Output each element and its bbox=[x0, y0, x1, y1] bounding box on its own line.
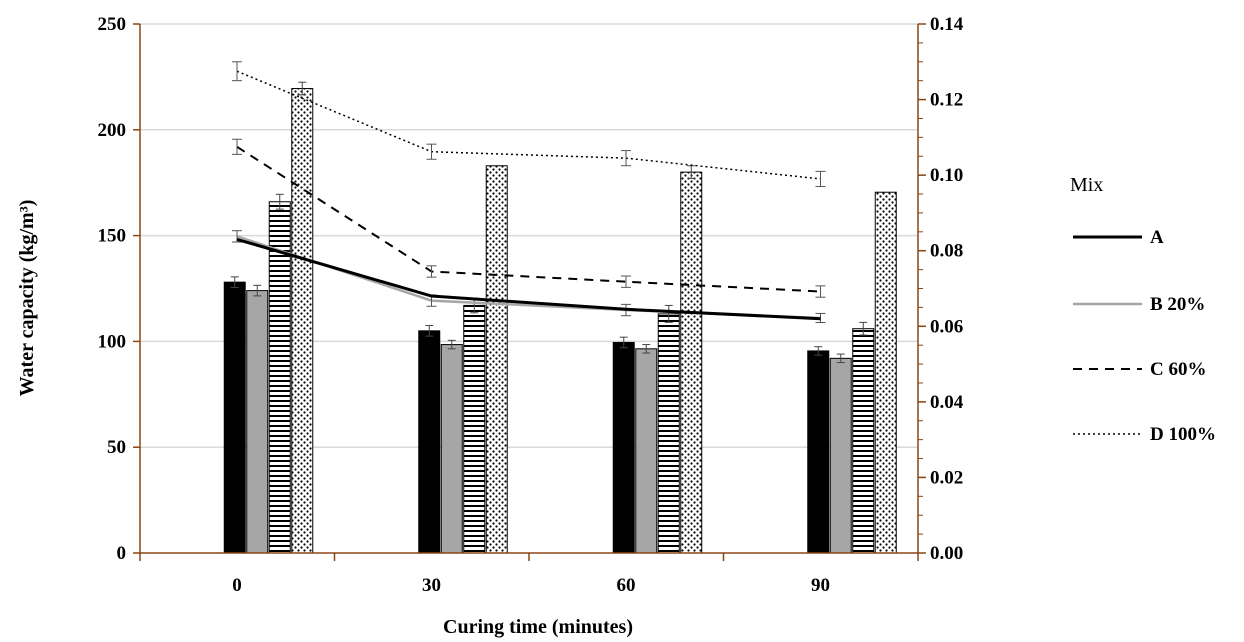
bar bbox=[485, 165, 508, 554]
y2-tick-label: 0.10 bbox=[930, 165, 963, 186]
x-tick-label: 90 bbox=[811, 575, 830, 596]
bar bbox=[223, 281, 246, 554]
y2-tick-label: 0.12 bbox=[930, 90, 963, 111]
x-axis-title: Curing time (minutes) bbox=[443, 616, 633, 638]
y2-tick-label: 0.00 bbox=[930, 543, 963, 564]
x-tick-label: 60 bbox=[617, 575, 636, 596]
bar bbox=[807, 350, 830, 554]
legend-label: A bbox=[1150, 227, 1164, 248]
legend-title: Mix bbox=[1070, 174, 1103, 196]
series-line bbox=[236, 237, 821, 321]
y-tick-label: 0 bbox=[117, 543, 127, 564]
bar bbox=[612, 341, 635, 554]
y2-tick-label: 0.02 bbox=[930, 467, 963, 488]
series-line bbox=[236, 145, 821, 293]
bar bbox=[463, 304, 486, 554]
y-tick-label: 200 bbox=[98, 120, 127, 141]
y-tick-label: 150 bbox=[98, 226, 127, 247]
y2-tick-label: 0.06 bbox=[930, 316, 963, 337]
line-group bbox=[232, 61, 826, 324]
series-line bbox=[236, 70, 821, 180]
bar bbox=[852, 328, 875, 554]
bar bbox=[829, 357, 852, 554]
y2-tick-label: 0.08 bbox=[930, 241, 963, 262]
legend-label: D 100% bbox=[1150, 424, 1216, 445]
bar bbox=[680, 171, 703, 554]
y-axis-title: Water capacity (kg/m³) bbox=[16, 200, 38, 397]
y2-tick-label: 0.04 bbox=[930, 392, 964, 413]
bar bbox=[635, 348, 658, 554]
bar bbox=[874, 191, 897, 554]
legend-label: B 20% bbox=[1150, 294, 1205, 315]
bar bbox=[440, 344, 463, 554]
x-tick-label: 0 bbox=[232, 575, 242, 596]
bar-group bbox=[223, 81, 897, 554]
y-tick-label: 100 bbox=[98, 331, 127, 352]
x-tick-label: 30 bbox=[422, 575, 441, 596]
legend-label: C 60% bbox=[1150, 359, 1206, 380]
y2-tick-label: 0.14 bbox=[930, 14, 964, 35]
legend: Mix A B 20% C 60% D 100% bbox=[1070, 174, 1216, 445]
bar bbox=[291, 88, 314, 554]
axes: 0 50 100 150 200 250 0.00 0.02 0.04 0.06 0.08 0.10 0… bbox=[98, 14, 964, 596]
y-tick-label: 250 bbox=[98, 14, 127, 35]
bar bbox=[657, 313, 680, 554]
y-tick-label: 50 bbox=[107, 437, 126, 458]
bar bbox=[246, 290, 269, 554]
bar bbox=[418, 330, 441, 554]
